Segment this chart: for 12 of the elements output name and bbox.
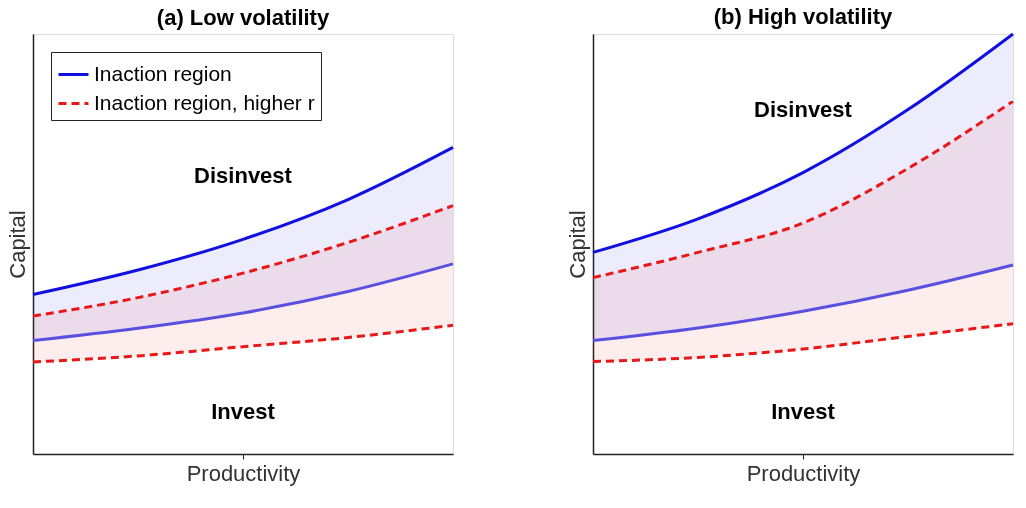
chart-title: (a) Low volatility (156, 5, 330, 30)
chart-title: (b) High volatility (713, 3, 893, 29)
x-axis-title: Productivity (746, 461, 861, 486)
x-axis-title: Productivity (186, 461, 301, 486)
annotation: Invest (211, 399, 276, 424)
annotation: Disinvest (194, 163, 293, 189)
annotation: Invest (771, 399, 836, 424)
annotation: Disinvest (754, 96, 853, 122)
legend-label: Inaction region, higher r (94, 90, 315, 114)
y-axis-title: Capital (564, 210, 590, 279)
legend-label: Inaction region (94, 61, 232, 85)
y-axis-title: Capital (4, 210, 30, 279)
